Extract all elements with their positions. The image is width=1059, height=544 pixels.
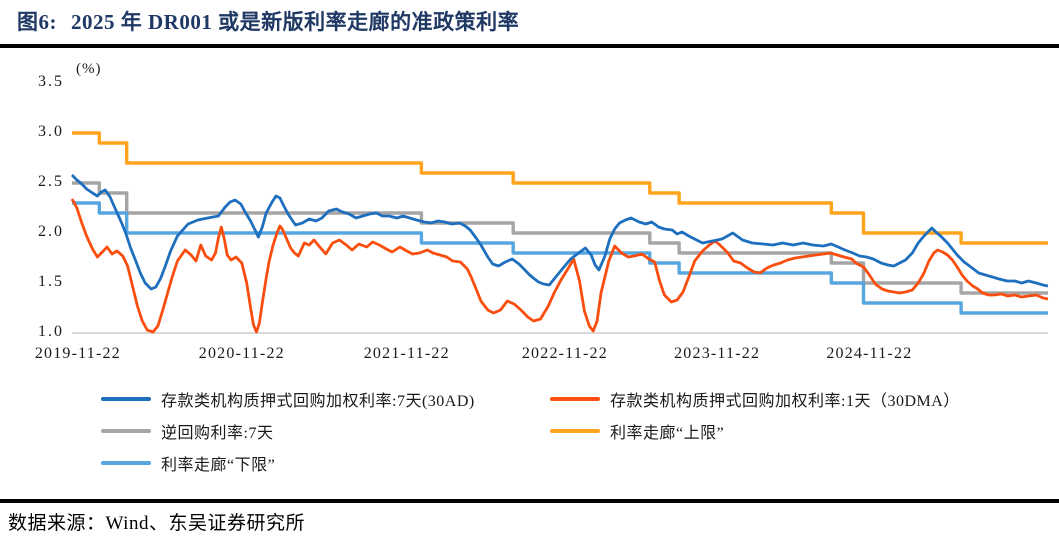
y-axis-unit-label: (%) [76, 61, 102, 77]
x-tick-label: 2020-11-22 [198, 345, 285, 362]
legend-swatch-dr001 [550, 397, 600, 401]
legend-label-dr001: 存款类机构质押式回购加权利率:1天（30DMA） [610, 393, 960, 410]
legend-swatch-corridor-upper [550, 429, 600, 433]
legend-label-corridor-upper: 利率走廊“上限” [610, 425, 725, 442]
y-tick-label: 3.0 [38, 123, 64, 140]
legend-item-dr007: 存款类机构质押式回购加权利率:7天(30AD) [101, 389, 475, 410]
y-tick-label: 3.5 [38, 73, 64, 90]
chart-legend: 存款类机构质押式回购加权利率:7天(30AD) 存款类机构质押式回购加权利率:1… [0, 384, 1059, 484]
legend-label-dr007: 存款类机构质押式回购加权利率:7天(30AD) [161, 393, 475, 410]
legend-item-dr001: 存款类机构质押式回购加权利率:1天（30DMA） [550, 389, 960, 410]
legend-item-corridor-upper: 利率走廊“上限” [550, 421, 725, 442]
data-source-text: 数据来源：Wind、东吴证券研究所 [8, 513, 305, 534]
figure-title-text: 2025 年 DR001 或是新版利率走廊的准政策利率 [71, 10, 520, 34]
y-tick-label: 1.0 [38, 323, 64, 340]
y-tick-label: 2.0 [38, 223, 64, 240]
title-divider-rule [0, 44, 1059, 48]
legend-label-corridor-lower: 利率走廊“下限” [161, 457, 276, 474]
legend-item-reverse-repo: 逆回购利率:7天 [101, 421, 274, 442]
series-line-corridor-upper [72, 131, 1048, 245]
figure-title: 图6: 2025 年 DR001 或是新版利率走廊的准政策利率 [17, 6, 519, 36]
legend-swatch-corridor-lower [101, 461, 151, 465]
source-divider-rule [0, 499, 1059, 503]
legend-swatch-reverse-repo [101, 429, 151, 433]
series-line-corridor-lower [72, 201, 1048, 315]
series-line-dr007-30ad [71, 174, 1049, 291]
x-tick-label: 2021-11-22 [363, 345, 450, 362]
y-tick-label: 2.5 [38, 173, 64, 190]
series-line-dr001-30dma [70, 198, 1049, 334]
x-tick-label: 2023-11-22 [674, 345, 761, 362]
y-tick-label: 1.5 [38, 273, 64, 290]
x-tick-label: 2019-11-22 [34, 345, 121, 362]
series-line-reverse-repo-7d [72, 181, 1048, 295]
legend-swatch-dr007 [101, 397, 151, 401]
figure-number: 图6: [17, 10, 57, 34]
x-tick-label: 2022-11-22 [521, 345, 608, 362]
x-tick-label: 2024-11-22 [826, 345, 913, 362]
legend-label-reverse-repo: 逆回购利率:7天 [161, 425, 274, 442]
legend-item-corridor-lower: 利率走廊“下限” [101, 453, 276, 474]
